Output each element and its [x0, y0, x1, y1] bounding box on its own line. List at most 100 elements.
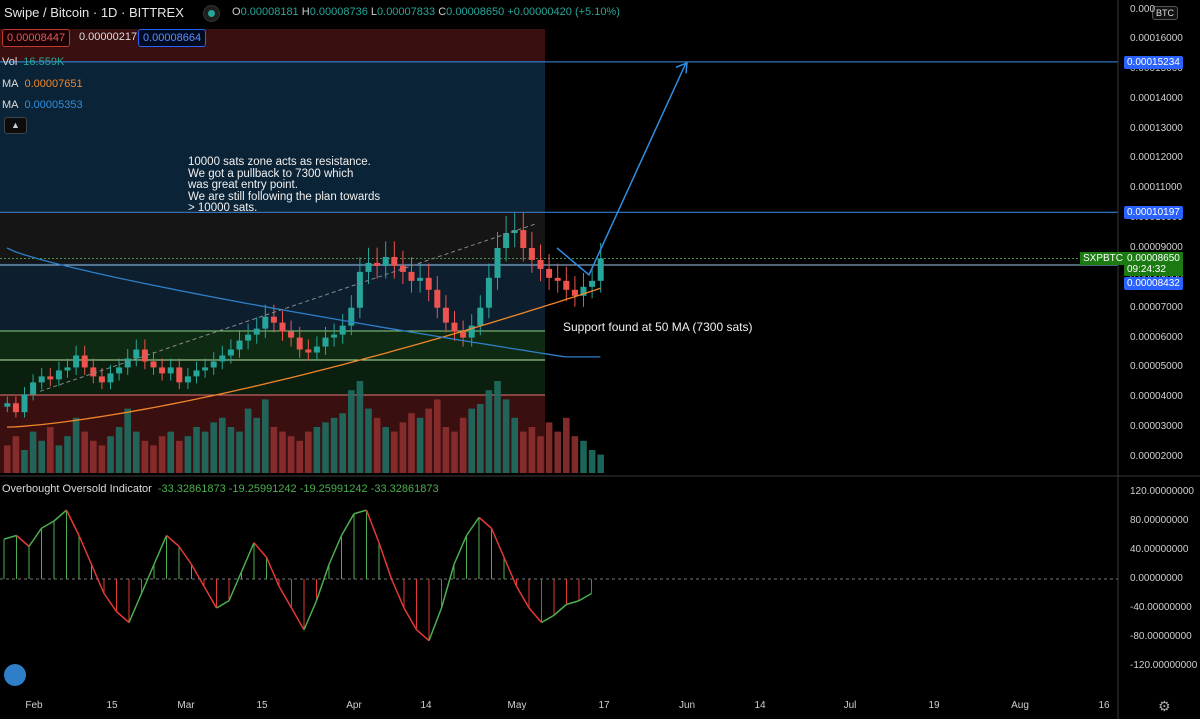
- candle-body: [202, 367, 209, 371]
- candle-body: [253, 328, 260, 335]
- symbol-title[interactable]: Swipe / Bitcoin · 1D · BITTREX: [4, 5, 184, 20]
- close-label: C: [438, 6, 447, 18]
- tradingview-logo-icon[interactable]: [4, 664, 26, 686]
- time-tick-label: Feb: [25, 700, 43, 711]
- ma-slow-label: MA: [2, 99, 19, 111]
- volume-bar: [494, 381, 501, 473]
- indicator-legend[interactable]: Overbought Oversold Indicator -33.3286187…: [2, 483, 439, 495]
- volume-bar: [597, 454, 604, 473]
- osc-line-segment: [53, 509, 67, 522]
- high-value: 0.00008736: [309, 6, 368, 18]
- osc-line-segment: [428, 607, 443, 641]
- collapse-legend-button[interactable]: ▲: [4, 117, 27, 134]
- candle-body: [528, 248, 535, 260]
- ma-fast-line: [6, 287, 601, 428]
- osc-tick-label: 0.00000000: [1130, 573, 1183, 584]
- volume-bar: [322, 422, 329, 473]
- volume-bar: [12, 436, 20, 473]
- candle-body: [270, 316, 277, 323]
- time-tick-label: 15: [106, 700, 118, 711]
- osc-line-segment: [190, 564, 205, 587]
- candle-body: [4, 403, 11, 407]
- volume-bar: [356, 381, 364, 473]
- osc-line-segment: [240, 542, 255, 573]
- currency-badge[interactable]: BTC: [1152, 6, 1178, 20]
- last-price-tag: 0.00008650 09:24:32: [1124, 252, 1183, 276]
- volume-bar: [296, 440, 303, 473]
- volume-bar: [468, 408, 475, 473]
- time-tick-label: Jun: [678, 700, 696, 711]
- osc-line-segment: [541, 614, 555, 624]
- low-label: L: [370, 6, 378, 18]
- osc-tick-label: -120.00000000: [1130, 660, 1198, 671]
- candle-body: [98, 376, 105, 383]
- gear-icon[interactable]: ⚙: [1158, 698, 1171, 714]
- low-value: 0.00007833: [377, 6, 436, 18]
- volume-bar: [442, 427, 450, 473]
- volume-label: Vol: [2, 56, 18, 68]
- sell-price-button[interactable]: 0.00008447: [2, 29, 71, 47]
- osc-line-segment: [103, 593, 118, 613]
- candle-body: [167, 367, 174, 374]
- candle-body: [322, 337, 329, 347]
- candle-body: [38, 376, 45, 383]
- volume-bar: [279, 431, 286, 473]
- candle-body: [460, 331, 467, 338]
- volume-bar: [416, 417, 424, 473]
- osc-line-segment: [203, 585, 218, 609]
- price-tick-label: 0.00005000: [1130, 361, 1183, 373]
- time-tick-label: Aug: [1011, 700, 1029, 711]
- candle-body: [296, 337, 303, 350]
- volume-bar: [391, 431, 398, 473]
- legend-ma-fast[interactable]: MA 0.00007651: [2, 78, 83, 90]
- volume-bar: [330, 417, 338, 473]
- resistance-price-tag: 0.00010197: [1124, 206, 1183, 219]
- candle-body: [442, 307, 449, 323]
- volume-bar: [244, 408, 252, 473]
- osc-line-segment: [278, 585, 293, 609]
- indicator-title: Overbought Oversold Indicator: [2, 483, 152, 495]
- candle-body: [417, 277, 424, 281]
- ma-fast-value: 0.00007651: [24, 78, 83, 90]
- osc-line-segment: [140, 564, 155, 594]
- change-value: +0.00000420 (+5.10%): [507, 6, 620, 18]
- price-tick-label: 0.00006000: [1130, 331, 1183, 343]
- candle-body: [382, 256, 389, 266]
- candle-body: [537, 259, 544, 269]
- volume-bar: [399, 422, 407, 473]
- candle-body: [571, 289, 578, 296]
- volume-bar: [158, 436, 166, 473]
- candle-body: [262, 316, 269, 329]
- annotation-support-note[interactable]: Support found at 50 MA (7300 sats): [563, 320, 753, 334]
- ohlc-readout: O0.00008181 H0.00008736 L0.00007833 C0.0…: [232, 6, 620, 18]
- volume-bar: [29, 431, 37, 473]
- osc-tick-label: -40.00000000: [1130, 602, 1192, 613]
- volume-value: 16.559K: [23, 56, 65, 68]
- candle-body: [184, 376, 191, 383]
- ma-fast-label: MA: [2, 78, 19, 90]
- volume-bar: [365, 408, 372, 473]
- time-tick-label: 19: [928, 700, 940, 711]
- volume-bar: [184, 436, 192, 473]
- candle-body: [331, 334, 338, 338]
- price-tick-label: 0.00003000: [1130, 421, 1183, 433]
- buy-price-button[interactable]: 0.00008664: [138, 29, 207, 47]
- zone-top-red: [0, 29, 545, 61]
- candle-body: [520, 230, 527, 248]
- osc-line-segment: [116, 611, 130, 624]
- volume-bar: [339, 413, 346, 473]
- legend-volume[interactable]: Vol 16.559K: [2, 56, 64, 68]
- volume-bar: [133, 431, 140, 473]
- legend-ma-slow[interactable]: MA 0.00005353: [2, 99, 83, 111]
- candle-body: [150, 361, 157, 368]
- candle-body: [597, 258, 604, 281]
- candle-body: [90, 367, 97, 377]
- osc-line-segment: [440, 564, 455, 609]
- osc-line-segment: [166, 534, 180, 547]
- candle-body: [408, 271, 415, 281]
- volume-bar: [520, 431, 527, 473]
- annotation-resistance-note[interactable]: 10000 sats zone acts as resistance. We g…: [188, 156, 381, 214]
- candle-body: [116, 367, 123, 374]
- osc-line-segment: [328, 535, 343, 565]
